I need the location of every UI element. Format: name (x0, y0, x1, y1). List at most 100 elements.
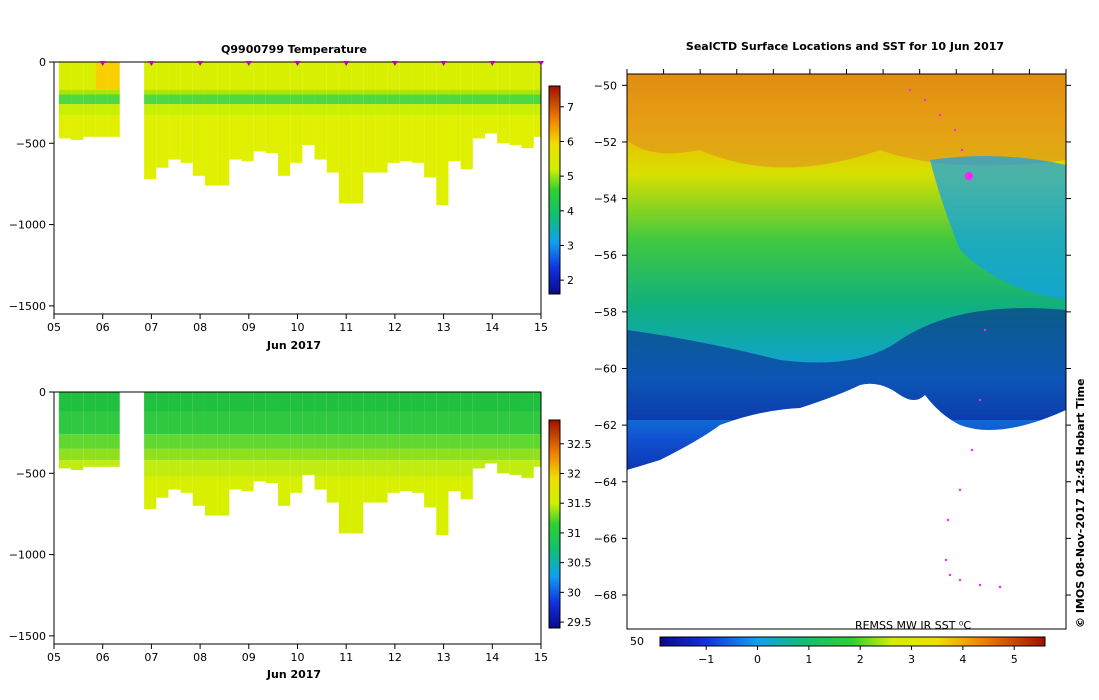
sst-colorbar-tick-label: 1 (805, 653, 812, 666)
section-cell (180, 448, 193, 461)
section-cell (229, 476, 242, 490)
section-cell (192, 62, 205, 90)
section-cell (107, 434, 120, 449)
section-cell (387, 411, 400, 435)
section-cell (83, 104, 96, 116)
section-cell (363, 411, 376, 435)
imos-credit-label: © IMOS 08-Nov-2017 12:45 Hobart Time (1074, 379, 1087, 628)
section-cell (253, 115, 266, 152)
section-cell (107, 62, 120, 90)
section-cell (314, 392, 327, 412)
lat-tick-label: −52 (594, 136, 617, 149)
section-cell (229, 115, 242, 160)
section-cell (265, 115, 279, 154)
section-cell (351, 89, 364, 95)
section-cell (71, 411, 84, 435)
section-cell (204, 411, 218, 435)
section-cell (399, 62, 412, 90)
section-cell (156, 94, 169, 105)
section-cell (302, 411, 315, 435)
section-cell (168, 411, 181, 435)
section-cell (192, 89, 205, 95)
section-cell (168, 115, 181, 160)
section-cell (411, 476, 425, 493)
section-cell (424, 104, 437, 116)
section-cell (460, 434, 473, 449)
section-cell (180, 411, 193, 435)
section-cell (460, 392, 473, 412)
section-cell (107, 115, 120, 137)
section-cell (58, 434, 72, 449)
section-cell (144, 476, 157, 510)
salinity-x-label: Jun 2017 (266, 668, 321, 681)
section-cell (436, 411, 449, 435)
section-cell (448, 460, 461, 477)
lat-tick-label: −54 (594, 193, 617, 206)
x-tick-label: 07 (144, 321, 158, 334)
section-cell (375, 104, 388, 116)
section-cell (58, 94, 72, 105)
lat-tick-label: −58 (594, 306, 617, 319)
section-cell (192, 115, 205, 176)
section-cell (351, 448, 364, 461)
antarctic-land-mask (627, 383, 1066, 629)
section-cell (180, 89, 193, 95)
section-cell (253, 460, 266, 477)
lat-tick-label: −62 (594, 419, 617, 432)
section-cell (58, 448, 72, 461)
section-cell (302, 89, 315, 95)
profile-marker (440, 61, 447, 66)
section-cell (509, 460, 522, 475)
section-cell (338, 104, 352, 116)
salinity-colorbar-ticks: 29.5 30 30.5 31 31.5 32 32.5 (560, 438, 592, 629)
x-tick-label: 05 (47, 321, 61, 334)
section-cell (180, 62, 193, 90)
section-cell (168, 89, 181, 95)
section-cell (278, 115, 291, 176)
section-cell (509, 62, 522, 90)
seal-track-point (978, 398, 982, 402)
section-cell (399, 89, 412, 95)
section-cell (180, 460, 193, 477)
section-cell (95, 89, 108, 95)
section-cell (509, 434, 522, 449)
section-cell (144, 62, 157, 90)
section-cell (204, 94, 218, 105)
section-cell (168, 104, 181, 116)
section-cell (375, 411, 388, 435)
section-cell (156, 411, 169, 435)
section-cell (399, 104, 412, 116)
y-tick-label: −1500 (9, 300, 46, 313)
section-cell (448, 62, 461, 90)
colorbar-tick-label: 31 (567, 527, 581, 540)
section-cell (83, 460, 96, 467)
x-tick-label: 15 (534, 651, 548, 664)
section-cell (302, 62, 315, 90)
x-tick-label: 15 (534, 321, 548, 334)
colorbar-tick-label: 29.5 (567, 616, 592, 629)
section-cell (95, 94, 108, 105)
section-cell (460, 448, 473, 461)
section-cell (521, 392, 534, 412)
section-cell (204, 115, 218, 186)
section-cell (521, 411, 534, 435)
section-cell (424, 476, 437, 508)
section-cell (314, 460, 327, 477)
section-cell (460, 62, 473, 90)
seal-track (908, 88, 1002, 589)
section-cell (533, 115, 541, 137)
x-tick-label: 13 (437, 321, 451, 334)
section-cell (71, 94, 84, 105)
section-cell (387, 89, 400, 95)
section-cell (363, 89, 376, 95)
y-tick-label: −1500 (9, 630, 46, 643)
seal-track-point (978, 583, 982, 587)
section-cell (363, 62, 376, 90)
section-cell (241, 476, 254, 492)
section-cell (338, 434, 352, 449)
section-cell (204, 62, 218, 90)
section-cell (521, 476, 534, 479)
section-cell (363, 94, 376, 105)
section-cell (521, 434, 534, 449)
section-cell (302, 94, 315, 105)
